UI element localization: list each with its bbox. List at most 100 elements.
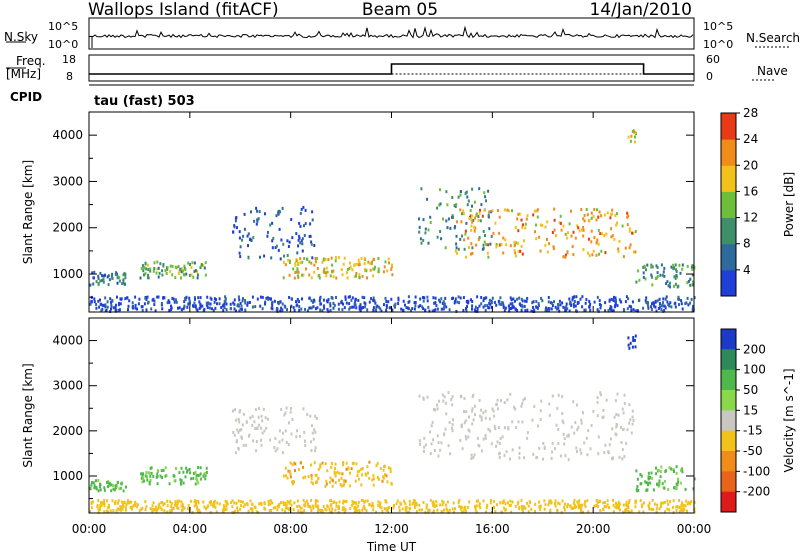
echo-cell (171, 264, 174, 268)
echo-cell (402, 299, 405, 303)
echo-cell (597, 435, 600, 439)
echo-cell (575, 309, 577, 313)
echo-cell (615, 223, 618, 227)
echo-cell (514, 241, 517, 245)
echo-cell (429, 215, 432, 219)
echo-cell (200, 263, 203, 266)
echo-cell (275, 244, 278, 248)
echo-cell (449, 226, 452, 230)
echo-cell (473, 404, 476, 408)
echo-cell (485, 296, 488, 300)
echo-cell (532, 300, 535, 304)
echo-cell (553, 228, 556, 232)
echo-cell (621, 224, 624, 228)
echo-cell (120, 297, 123, 301)
echo-cell (526, 436, 529, 440)
echo-cell (636, 477, 639, 481)
echo-cell (323, 306, 326, 310)
echo-cell (255, 510, 258, 514)
echo-cell (443, 508, 445, 512)
echo-cell (349, 471, 351, 475)
echo-cell (406, 510, 409, 514)
echo-cell (521, 303, 524, 307)
echo-cell (364, 305, 367, 309)
echo-cell (602, 408, 605, 412)
echo-cell (302, 465, 304, 469)
echo-cell (220, 306, 223, 309)
echo-cell (325, 482, 328, 486)
echo-cell (520, 218, 523, 222)
echo-cell (363, 296, 366, 300)
echo-cell (650, 275, 653, 279)
echo-cell (520, 404, 523, 408)
echo-cell (592, 249, 595, 253)
echo-cell (118, 279, 121, 283)
echo-cell (303, 234, 306, 237)
echo-cell (514, 504, 517, 508)
echo-cell (478, 502, 481, 506)
echo-cell (442, 399, 445, 403)
echo-cell (182, 470, 185, 474)
echo-cell (394, 302, 397, 306)
colorbar-tick-label: 4 (743, 263, 751, 277)
echo-cell (114, 309, 117, 313)
echo-cell (590, 424, 593, 427)
echo-cell (286, 239, 289, 243)
echo-cell (459, 208, 462, 212)
echo-cell (499, 243, 502, 247)
echo-cell (182, 273, 185, 276)
echo-cell (104, 296, 107, 300)
echo-cell (192, 275, 195, 279)
echo-cell (429, 452, 432, 455)
echo-cell (353, 301, 356, 305)
echo-cell (376, 304, 379, 308)
echo-cell (377, 500, 380, 504)
echo-cell (504, 306, 507, 310)
echo-cell (166, 499, 169, 503)
echo-cell (233, 501, 236, 505)
echo-cell (385, 303, 388, 307)
echo-cell (214, 505, 217, 509)
echo-cell (308, 296, 311, 300)
echo-cell (564, 454, 567, 458)
echo-cell (504, 502, 507, 506)
echo-cell (280, 238, 283, 242)
echo-cell (385, 508, 388, 512)
echo-cell (148, 480, 151, 484)
echo-cell (224, 299, 227, 303)
echo-cell (141, 480, 144, 484)
echo-cell (498, 300, 501, 304)
echo-cell (348, 295, 351, 299)
echo-cell (330, 499, 332, 502)
echo-cell (455, 242, 458, 246)
echo-cell (196, 276, 199, 280)
echo-cell (423, 445, 426, 449)
echo-cell (642, 275, 645, 279)
echo-cell (566, 503, 569, 507)
echo-cell (558, 309, 561, 313)
echo-cell (324, 507, 327, 511)
echo-cell (557, 306, 560, 310)
echo-cell (579, 297, 582, 301)
echo-cell (439, 503, 442, 507)
echo-cell (600, 303, 602, 307)
echo-cell (310, 299, 313, 303)
echo-cell (445, 507, 448, 511)
echo-cell (428, 508, 431, 512)
echo-cell (626, 211, 629, 215)
echo-cell (379, 307, 382, 311)
echo-cell (313, 461, 316, 465)
echo-cell (315, 505, 318, 508)
echo-cell (573, 305, 575, 309)
echo-cell (316, 499, 319, 503)
echo-cell (357, 500, 360, 504)
echo-cell (429, 498, 432, 502)
echo-cell (326, 308, 329, 311)
echo-cell (357, 258, 360, 262)
echo-cell (484, 195, 487, 199)
echo-cell (93, 270, 96, 274)
echo-cell (485, 506, 488, 509)
echo-cell (443, 302, 446, 306)
echo-cell (312, 506, 315, 510)
echo-cell (558, 502, 561, 506)
